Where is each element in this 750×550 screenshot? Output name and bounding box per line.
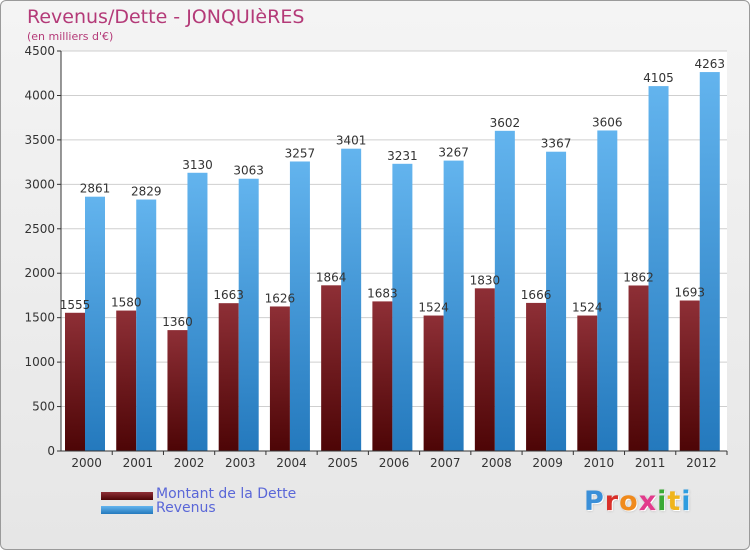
- bar-debt: [577, 315, 598, 451]
- bar-revenue: [443, 160, 464, 451]
- bar-revenue: [238, 178, 259, 451]
- y-tick-label: 4500: [24, 44, 55, 58]
- bar-revenue: [136, 199, 157, 451]
- legend-swatch-revenue: [101, 506, 153, 514]
- logo-letter: r: [604, 486, 620, 517]
- bar-chart: 0 500 1000 1500 2000 2500 3000 3500 4000 4500 155…: [24, 44, 728, 470]
- legend-swatch-debt: [101, 492, 153, 500]
- logo-letter: P: [584, 486, 605, 517]
- bar-debt: [372, 301, 393, 451]
- logo-letter: i: [681, 486, 692, 517]
- data-label: 1666: [521, 288, 552, 302]
- data-label: 3602: [490, 116, 521, 130]
- bar-debt: [628, 285, 649, 451]
- logo-letter: x: [638, 486, 658, 517]
- data-label: 1683: [367, 286, 398, 300]
- bar-revenue: [648, 86, 669, 451]
- chart-title: Revenus/Dette - JONQUIèRES: [27, 6, 305, 28]
- bar-debt: [116, 310, 137, 451]
- bar-debt: [269, 306, 290, 451]
- bar-revenue: [289, 161, 310, 451]
- data-label: 1524: [572, 301, 603, 315]
- data-label: 1830: [470, 273, 501, 287]
- data-labels: 1555 2861 1580 2829 1360 3130 1663 3063 1626 3257…: [60, 57, 725, 329]
- data-label: 1524: [418, 301, 449, 315]
- data-label: 1864: [316, 270, 347, 284]
- y-tick-label: 2000: [24, 266, 55, 280]
- bar-debt: [679, 300, 700, 451]
- data-label: 1360: [162, 315, 193, 329]
- data-label: 4105: [643, 71, 674, 85]
- x-tick-label: 2000: [71, 456, 102, 470]
- data-label: 3606: [592, 115, 623, 129]
- data-label: 1555: [60, 298, 91, 312]
- bar-revenue: [546, 151, 567, 451]
- data-label: 3231: [387, 149, 418, 163]
- x-tick-label: 2006: [379, 456, 410, 470]
- bar-revenue: [494, 130, 515, 452]
- y-tick-label: 2500: [24, 222, 55, 236]
- x-axis-ticks: 2000 2001 2002 2003 2004 2005 2006 2007 2008 2009…: [71, 451, 728, 470]
- logo-letter: i: [657, 486, 668, 517]
- x-tick-label: 2012: [686, 456, 717, 470]
- y-tick-label: 1000: [24, 355, 55, 369]
- data-label: 4263: [694, 57, 725, 71]
- data-label: 3257: [285, 146, 316, 160]
- bar-debt: [526, 302, 547, 451]
- bar-revenue: [597, 130, 618, 451]
- y-tick-label: 3500: [24, 133, 55, 147]
- bar-debt: [474, 288, 495, 451]
- bar-debt: [167, 330, 188, 451]
- x-tick-label: 2002: [174, 456, 205, 470]
- bar-debt: [218, 303, 239, 451]
- x-tick-label: 2008: [481, 456, 512, 470]
- data-label: 3367: [541, 137, 572, 151]
- y-tick-label: 4000: [24, 88, 55, 102]
- x-tick-label: 2001: [123, 456, 154, 470]
- bar-revenue: [699, 72, 720, 452]
- data-label: 2861: [80, 182, 111, 196]
- x-tick-label: 2009: [532, 456, 563, 470]
- data-label: 3130: [182, 158, 213, 172]
- data-label: 2829: [131, 185, 162, 199]
- legend-label-debt: Montant de la Dette: [156, 486, 297, 502]
- bar-revenue: [187, 172, 208, 451]
- bar-revenue: [85, 196, 105, 451]
- data-label: 3401: [336, 134, 367, 148]
- bar-revenue: [341, 148, 362, 451]
- x-tick-label: 2005: [327, 456, 358, 470]
- proxiti-logo: Proxiti: [584, 486, 692, 517]
- bar-revenue: [392, 163, 413, 452]
- data-label: 3267: [438, 146, 469, 160]
- x-tick-label: 2010: [584, 456, 615, 470]
- bars: [65, 72, 720, 452]
- chart-subtitle: (en milliers d'€): [27, 30, 114, 43]
- x-tick-label: 2011: [635, 456, 666, 470]
- x-tick-label: 2007: [430, 456, 461, 470]
- bar-debt: [321, 285, 342, 451]
- y-axis-ticks: 0 500 1000 1500 2000 2500 3000 3500 4000 4500: [24, 44, 61, 458]
- y-tick-label: 0: [47, 444, 55, 458]
- x-tick-label: 2003: [225, 456, 256, 470]
- data-label: 1626: [265, 291, 296, 305]
- data-label: 1580: [111, 296, 142, 310]
- y-tick-label: 1500: [24, 311, 55, 325]
- logo-letter: t: [667, 486, 682, 517]
- bar-debt: [65, 312, 85, 451]
- x-tick-label: 2004: [276, 456, 307, 470]
- bar-debt: [423, 315, 444, 451]
- data-label: 3063: [233, 164, 264, 178]
- y-tick-label: 3000: [24, 177, 55, 191]
- data-label: 1663: [213, 288, 244, 302]
- y-tick-label: 500: [32, 400, 55, 414]
- legend-label-revenue: Revenus: [156, 500, 216, 516]
- data-label: 1862: [623, 270, 654, 284]
- logo-letter: o: [619, 486, 639, 517]
- data-label: 1693: [674, 286, 705, 300]
